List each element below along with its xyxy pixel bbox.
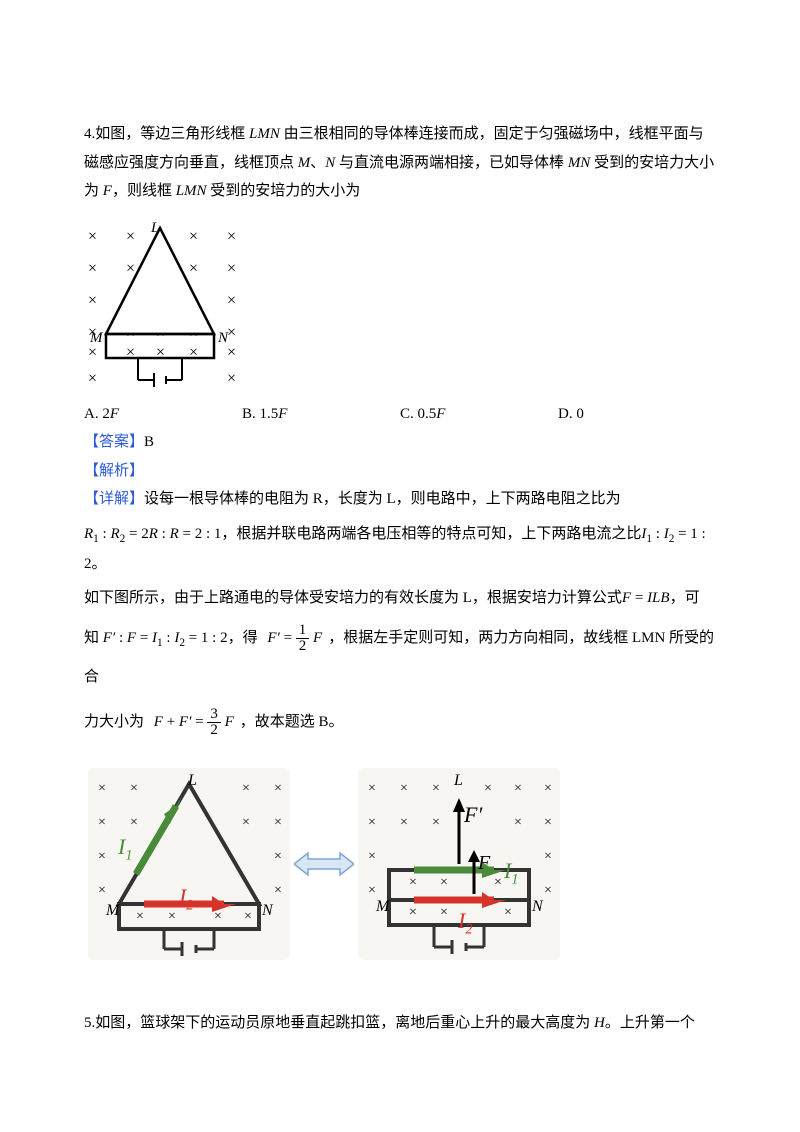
text: 。上升第一个 <box>605 1015 695 1031</box>
text: 4.如图，等边三角形线框 <box>84 126 249 142</box>
text: ，可 <box>670 590 700 606</box>
text: 如下图所示，由于上路通电的导体受安培力的有效长度为 L，根据安培力计算公式 <box>84 590 622 606</box>
label-I1: I1 <box>118 826 132 870</box>
option-B: B. 1.5F <box>242 400 400 429</box>
answer-value: B <box>144 434 154 450</box>
q5-stem: 5.如图，篮球架下的运动员原地垂直起跳扣篮，离地后重心上升的最大高度为 H。上升… <box>84 1009 716 1038</box>
label-L: L <box>151 214 159 243</box>
detail-p1: 【详解】设每一根导体棒的电阻为 R，长度为 L，则电路中，上下两路电阻之比为 <box>84 485 716 514</box>
formula-Fp-ratio: F′ : F = I1 : I2 = 1 : 2 <box>103 630 228 646</box>
text: 设每一根导体棒的电阻为 R，长度为 L，则电路中，上下两路电阻之比为 <box>144 491 621 507</box>
solution-figure: ×××× ×××× ×× ×× ×××× L M N I1 I2 <box>84 756 564 971</box>
formula-FILB: F = ILB <box>622 590 670 606</box>
detail-p2: R1 : R2 = 2R : R = 2 : 1，根据并联电路两端各电压相等的特… <box>84 514 716 579</box>
equivalence-arrow <box>294 849 354 879</box>
label-I2: I2 <box>179 876 193 920</box>
text: ，故本题选 B。 <box>240 714 344 730</box>
formula-R-ratio: R1 : R2 = 2R : R = 2 : 1 <box>84 526 221 542</box>
option-D: D. 0 <box>558 400 716 429</box>
label-Fprime: F′ <box>464 794 482 836</box>
q4-stem: 4.如图，等边三角形线框 LMN 由三根相同的导体棒连接而成，固定于匀强磁场中，… <box>84 120 716 206</box>
detail-p5: 力大小为 F + F′ = 32 F ，故本题选 B。 <box>84 697 716 742</box>
text: 与直流电源两端相接，已如导体棒 <box>335 155 568 171</box>
option-A: A. 2F <box>84 400 242 429</box>
label-M: M <box>90 324 103 353</box>
label-F: F <box>478 844 490 882</box>
var-LMN: LMN <box>249 126 280 142</box>
var-N: N <box>325 155 335 171</box>
label-I2: I2 <box>458 900 472 944</box>
text: 。 <box>92 556 107 572</box>
text: 5.如图，篮球架下的运动员原地垂直起跳扣篮，离地后重心上升的最大高度为 <box>84 1015 594 1031</box>
text: ，则线框 <box>112 183 176 199</box>
right-panel: ×××××× ××××× ×× ×× ××× ××× L M N F′ F I1… <box>354 764 564 964</box>
label-I1: I1 <box>504 850 518 894</box>
jiexi-label: 【解析】 <box>84 457 716 486</box>
left-panel: ×××× ×××× ×× ×× ×××× L M N I1 I2 <box>84 764 294 964</box>
text: 受到的安培力的大小为 <box>207 183 361 199</box>
answer-line: 【答案】B <box>84 428 716 457</box>
detail-label: 【详解】 <box>84 491 144 507</box>
text: ，得 <box>228 630 258 646</box>
label-N: N <box>262 896 273 926</box>
q4-options: A. 2F B. 1.5F C. 0.5F D. 0 <box>84 400 716 429</box>
label-L: L <box>188 766 197 796</box>
var-MN: MN <box>568 155 591 171</box>
answer-label: 【答案】 <box>84 434 144 450</box>
label-M: M <box>106 896 119 926</box>
page: 4.如图，等边三角形线框 LMN 由三根相同的导体棒连接而成，固定于匀强磁场中，… <box>0 0 800 1078</box>
triangle-circuit-svg <box>78 216 268 396</box>
label-M: M <box>376 892 389 922</box>
label-N: N <box>532 892 543 922</box>
detail-p4: 知 F′ : F = I1 : I2 = 1 : 2，得 F′ = 12 F，根… <box>84 613 716 697</box>
var-F: F <box>103 183 112 199</box>
text: 、 <box>310 155 325 171</box>
var-H: H <box>594 1015 605 1031</box>
formula-Fp-eq: F′ = 12 F <box>267 630 322 646</box>
option-C: C. 0.5F <box>400 400 558 429</box>
text: 知 <box>84 630 99 646</box>
detail-p3: 如下图所示，由于上路通电的导体受安培力的有效长度为 L，根据安培力计算公式F =… <box>84 578 716 613</box>
var-LMN: LMN <box>176 183 207 199</box>
formula-sum: F + F′ = 32 F <box>154 714 234 730</box>
text: 力大小为 <box>84 714 144 730</box>
label-N: N <box>218 324 228 353</box>
q4-figure: ×××× ×××× ×××× ××××× ××××× ×× L M N <box>78 216 268 396</box>
label-L: L <box>454 766 463 796</box>
text: ，根据并联电路两端各电压相等的特点可知，上下两路电流之比 <box>221 526 641 542</box>
var-M: M <box>298 155 311 171</box>
